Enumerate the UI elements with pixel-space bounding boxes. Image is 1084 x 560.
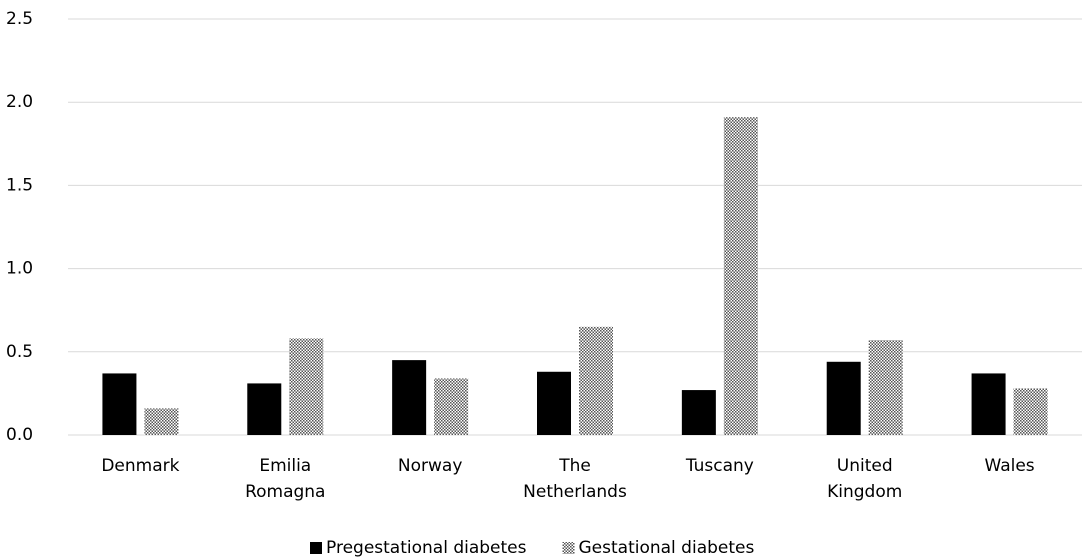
- y-tick-label: 0.5: [6, 342, 33, 362]
- bar: [434, 378, 469, 435]
- bar: [826, 361, 861, 435]
- bar: [537, 371, 571, 435]
- bar: [723, 117, 758, 436]
- x-tick-label: Norway: [397, 456, 463, 476]
- bar: [681, 390, 716, 435]
- x-tick-label: Denmark: [101, 456, 180, 476]
- legend-label: Pregestational diabetes: [326, 538, 527, 558]
- bar: [289, 338, 324, 435]
- bar: [971, 373, 1006, 435]
- bar: [1013, 388, 1048, 435]
- y-tick-label: 2.0: [6, 92, 33, 112]
- bar: [392, 360, 427, 435]
- legend-label: Gestational diabetes: [579, 538, 755, 558]
- x-tick-label: Emilia Romagna: [245, 456, 326, 502]
- y-tick-label: 1.5: [6, 175, 33, 195]
- x-tick-label: The Netherlands: [523, 456, 627, 502]
- bar: [144, 408, 179, 435]
- bar: [247, 383, 282, 435]
- y-tick-label: 2.5: [6, 9, 33, 29]
- y-tick-label: 1.0: [6, 259, 33, 279]
- x-tick-label: United Kingdom: [827, 456, 903, 502]
- bar: [868, 340, 903, 435]
- y-tick-label: 0.0: [6, 425, 33, 445]
- legend-swatch: [562, 542, 575, 554]
- legend-swatch: [310, 542, 322, 554]
- x-tick-label: Wales: [984, 456, 1035, 476]
- bar: [102, 373, 137, 435]
- x-tick-label: Tuscany: [685, 456, 754, 476]
- bar: [579, 326, 613, 435]
